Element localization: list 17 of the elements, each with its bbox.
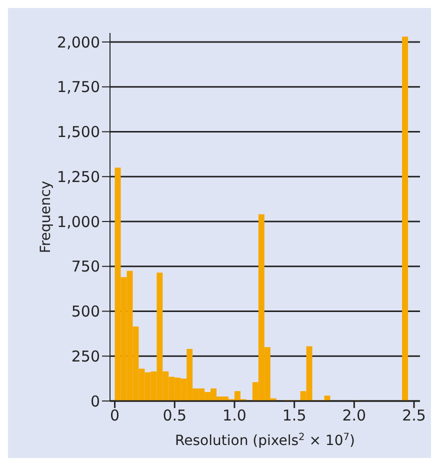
y-tick-label: 500 [71,302,100,321]
y-tick-label: 750 [71,258,100,276]
y-tick-label: 1,750 [57,78,100,96]
x-tick-label: 2.0 [342,406,366,425]
y-tick-label: 2,000 [57,33,100,52]
x-tick-label: 0 [110,406,120,425]
x-tick-label: 2.5 [402,406,426,425]
x-axis-title: Resolution (pixels$^{2}$ × 10$^{7}$) [175,432,355,449]
x-tick-label: 0.5 [162,406,187,425]
y-tick-label: 1,250 [57,168,100,186]
y-axis-title: Frequency [38,180,54,254]
x-tick-label: 1.5 [282,406,306,425]
y-tick-label: 250 [71,347,100,366]
x-tick-label: 1.0 [222,406,246,425]
y-tick-label: 1,000 [57,212,100,231]
y-tick-label: 0 [90,392,100,410]
y-tick-label: 1,500 [57,123,100,142]
